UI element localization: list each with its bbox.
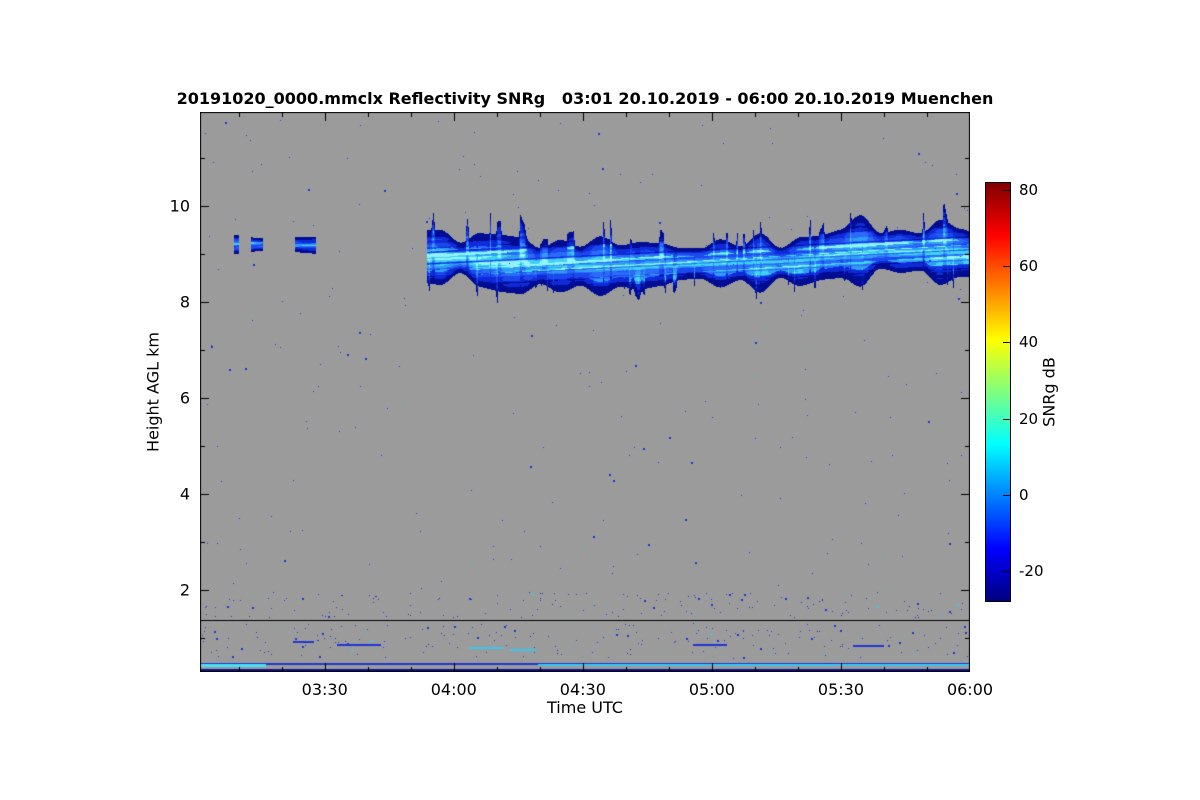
colorbar-tick-label: 0 — [1019, 486, 1029, 505]
x-tick-label: 05:30 — [817, 680, 864, 699]
x-tick-label: 04:00 — [430, 680, 477, 699]
colorbar-tick-mark — [1003, 266, 1010, 267]
x-tick-label: 05:00 — [688, 680, 735, 699]
y-tick-label: 6 — [179, 388, 190, 408]
colorbar-tick-label: -20 — [1019, 562, 1044, 581]
colorbar-tick-mark — [1003, 495, 1010, 496]
colorbar-tick-mark — [1003, 342, 1010, 343]
x-tick-label: 06:00 — [946, 680, 994, 699]
colorbar-tick-label: 60 — [1019, 257, 1039, 275]
y-tick-label: 8 — [179, 292, 190, 312]
y-axis-label: Height AGL km — [143, 332, 163, 452]
colorbar-label: SNRg dB — [1039, 357, 1059, 427]
x-axis-label: Time UTC — [547, 698, 623, 717]
colorbar-tick-label: 80 — [1019, 180, 1039, 199]
x-tick-label: 03:30 — [301, 680, 348, 699]
colorbar-tick-label: 20 — [1019, 409, 1039, 428]
colorbar — [985, 182, 1011, 602]
plot-area — [200, 112, 970, 672]
y-tick-label: 2 — [179, 580, 190, 600]
chart-title: 20191020_0000.mmclx Reflectivity SNRg 03… — [176, 89, 994, 108]
colorbar-tick-mark — [1003, 419, 1010, 420]
colorbar-tick-mark — [1003, 571, 1010, 572]
y-tick-label: 10 — [169, 196, 190, 216]
colorbar-tick-mark — [1003, 190, 1010, 191]
x-tick-label: 04:30 — [559, 680, 606, 699]
y-tick-label: 4 — [179, 484, 190, 504]
colorbar-tick-label: 40 — [1019, 333, 1039, 352]
